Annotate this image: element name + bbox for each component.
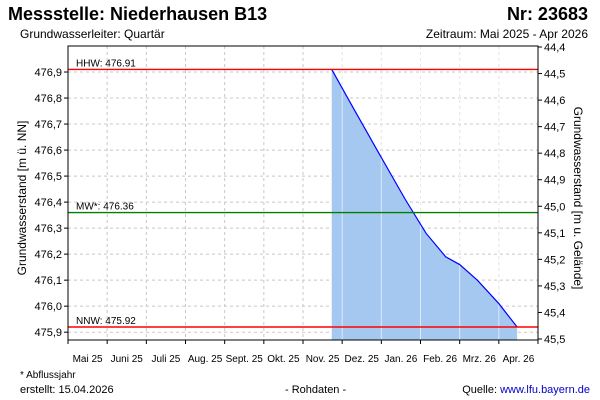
y-tick-label: 476,9	[34, 67, 62, 79]
y-tick-label-right: 45,4	[544, 307, 565, 319]
series-area	[331, 46, 518, 341]
mw-label: MW*: 476.36	[76, 202, 134, 213]
y-tick-label: 476,7	[34, 119, 62, 131]
source-link[interactable]: www.lfu.bayern.de	[500, 384, 590, 396]
y-tick-label-right: 45,0	[544, 201, 565, 213]
y-tick-label-right: 45,5	[544, 334, 565, 346]
x-tick-label: Sept. 25	[226, 354, 264, 365]
y-tick-label: 476,5	[34, 171, 62, 183]
x-tick-label: Juni 25	[111, 354, 144, 365]
y-tick-label-right: 44,7	[544, 122, 565, 134]
y-tick-label-right: 44,4	[544, 42, 565, 54]
created-date: erstellt: 15.04.2026	[20, 384, 114, 396]
plot-frame	[67, 45, 539, 341]
y-tick-label: 476,1	[34, 275, 62, 287]
axes: 476,9 476,8 476,7 476,6 476,5 476,4 476,3 476,2…	[34, 42, 565, 365]
x-tick-label: Mrz. 26	[463, 354, 497, 365]
x-tick-label: Juli 25	[151, 354, 180, 365]
aquifer-label: Grundwasserleiter: Quartär	[20, 27, 165, 41]
y-tick-label-right: 44,8	[544, 148, 565, 160]
period-label: Zeitraum: Mai 2025 - Apr 2026	[425, 27, 588, 41]
series-area-fill	[331, 69, 518, 341]
y-tick-label: 476,3	[34, 223, 62, 235]
series-line	[331, 69, 518, 328]
y-tick-label-right: 44,6	[544, 95, 565, 107]
station-title: Messstelle: Niederhausen B13	[8, 4, 268, 24]
y-tick-label: 476,2	[34, 249, 62, 261]
x-tick-label: Jan. 26	[385, 354, 418, 365]
y-tick-label: 475,9	[34, 327, 62, 339]
x-tick-label: Apr. 26	[503, 354, 535, 365]
x-tick-label: Nov. 25	[306, 354, 340, 365]
source-prefix: Quelle:	[462, 384, 501, 396]
y-tick-label: 476,8	[34, 93, 62, 105]
nnw-label: NNW: 475.92	[76, 316, 136, 327]
x-tick-label: Okt. 25	[267, 354, 300, 365]
y-tick-label-right: 44,5	[544, 69, 565, 81]
source-note: Quelle: www.lfu.bayern.de	[462, 384, 590, 396]
x-tick-label: Aug. 25	[188, 354, 223, 365]
station-number: Nr: 23683	[506, 4, 588, 24]
y-tick-label-right: 44,9	[544, 175, 565, 187]
hhw-label: HHW: 476.91	[76, 58, 136, 69]
x-tick-label: Feb. 26	[423, 354, 457, 365]
y-tick-label: 476,6	[34, 145, 62, 157]
y-tick-label-right: 45,3	[544, 281, 565, 293]
y-tick-label-right: 45,2	[544, 254, 565, 266]
y-tick-label: 476,4	[34, 197, 62, 209]
x-tick-label: Mai 25	[73, 354, 103, 365]
raw-data-note: - Rohdaten -	[285, 384, 347, 396]
reference-lines: HHW: 476.91 MW*: 476.36 NNW: 475.92	[68, 58, 538, 328]
y-tick-label-right: 45,1	[544, 228, 565, 240]
x-tick-label: Dez. 25	[345, 354, 380, 365]
y-tick-label: 476,0	[34, 301, 62, 313]
footnote: * Abflussjahr	[20, 370, 76, 381]
